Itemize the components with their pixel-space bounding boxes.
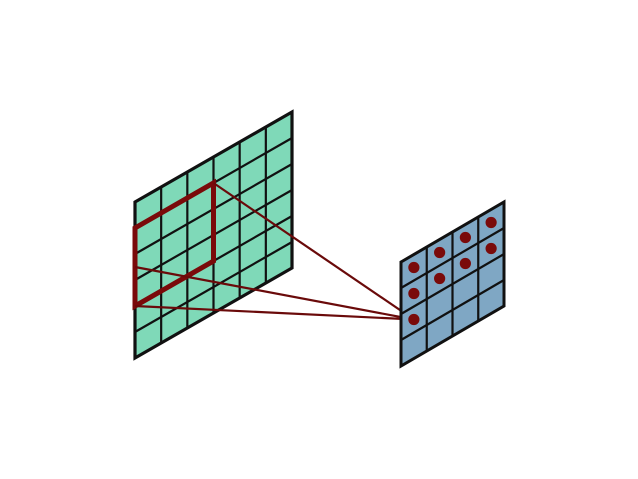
output-dot: [459, 257, 471, 270]
connector-line: [134, 304, 414, 321]
connector-line: [134, 265, 415, 321]
output-feature-map: [399, 199, 506, 369]
receptive-field-connectors: [134, 182, 415, 321]
output-dot: [434, 272, 446, 285]
output-dot: [485, 216, 497, 229]
connector-line: [212, 182, 415, 321]
output-dot: [434, 246, 446, 259]
output-dot: [485, 242, 497, 255]
receptive-field-box: [132, 178, 216, 311]
output-dot-highlighted: [408, 313, 420, 326]
input-feature-map: [132, 109, 294, 361]
output-dot: [459, 231, 471, 244]
output-dot: [408, 261, 420, 274]
output-dot: [408, 287, 420, 300]
